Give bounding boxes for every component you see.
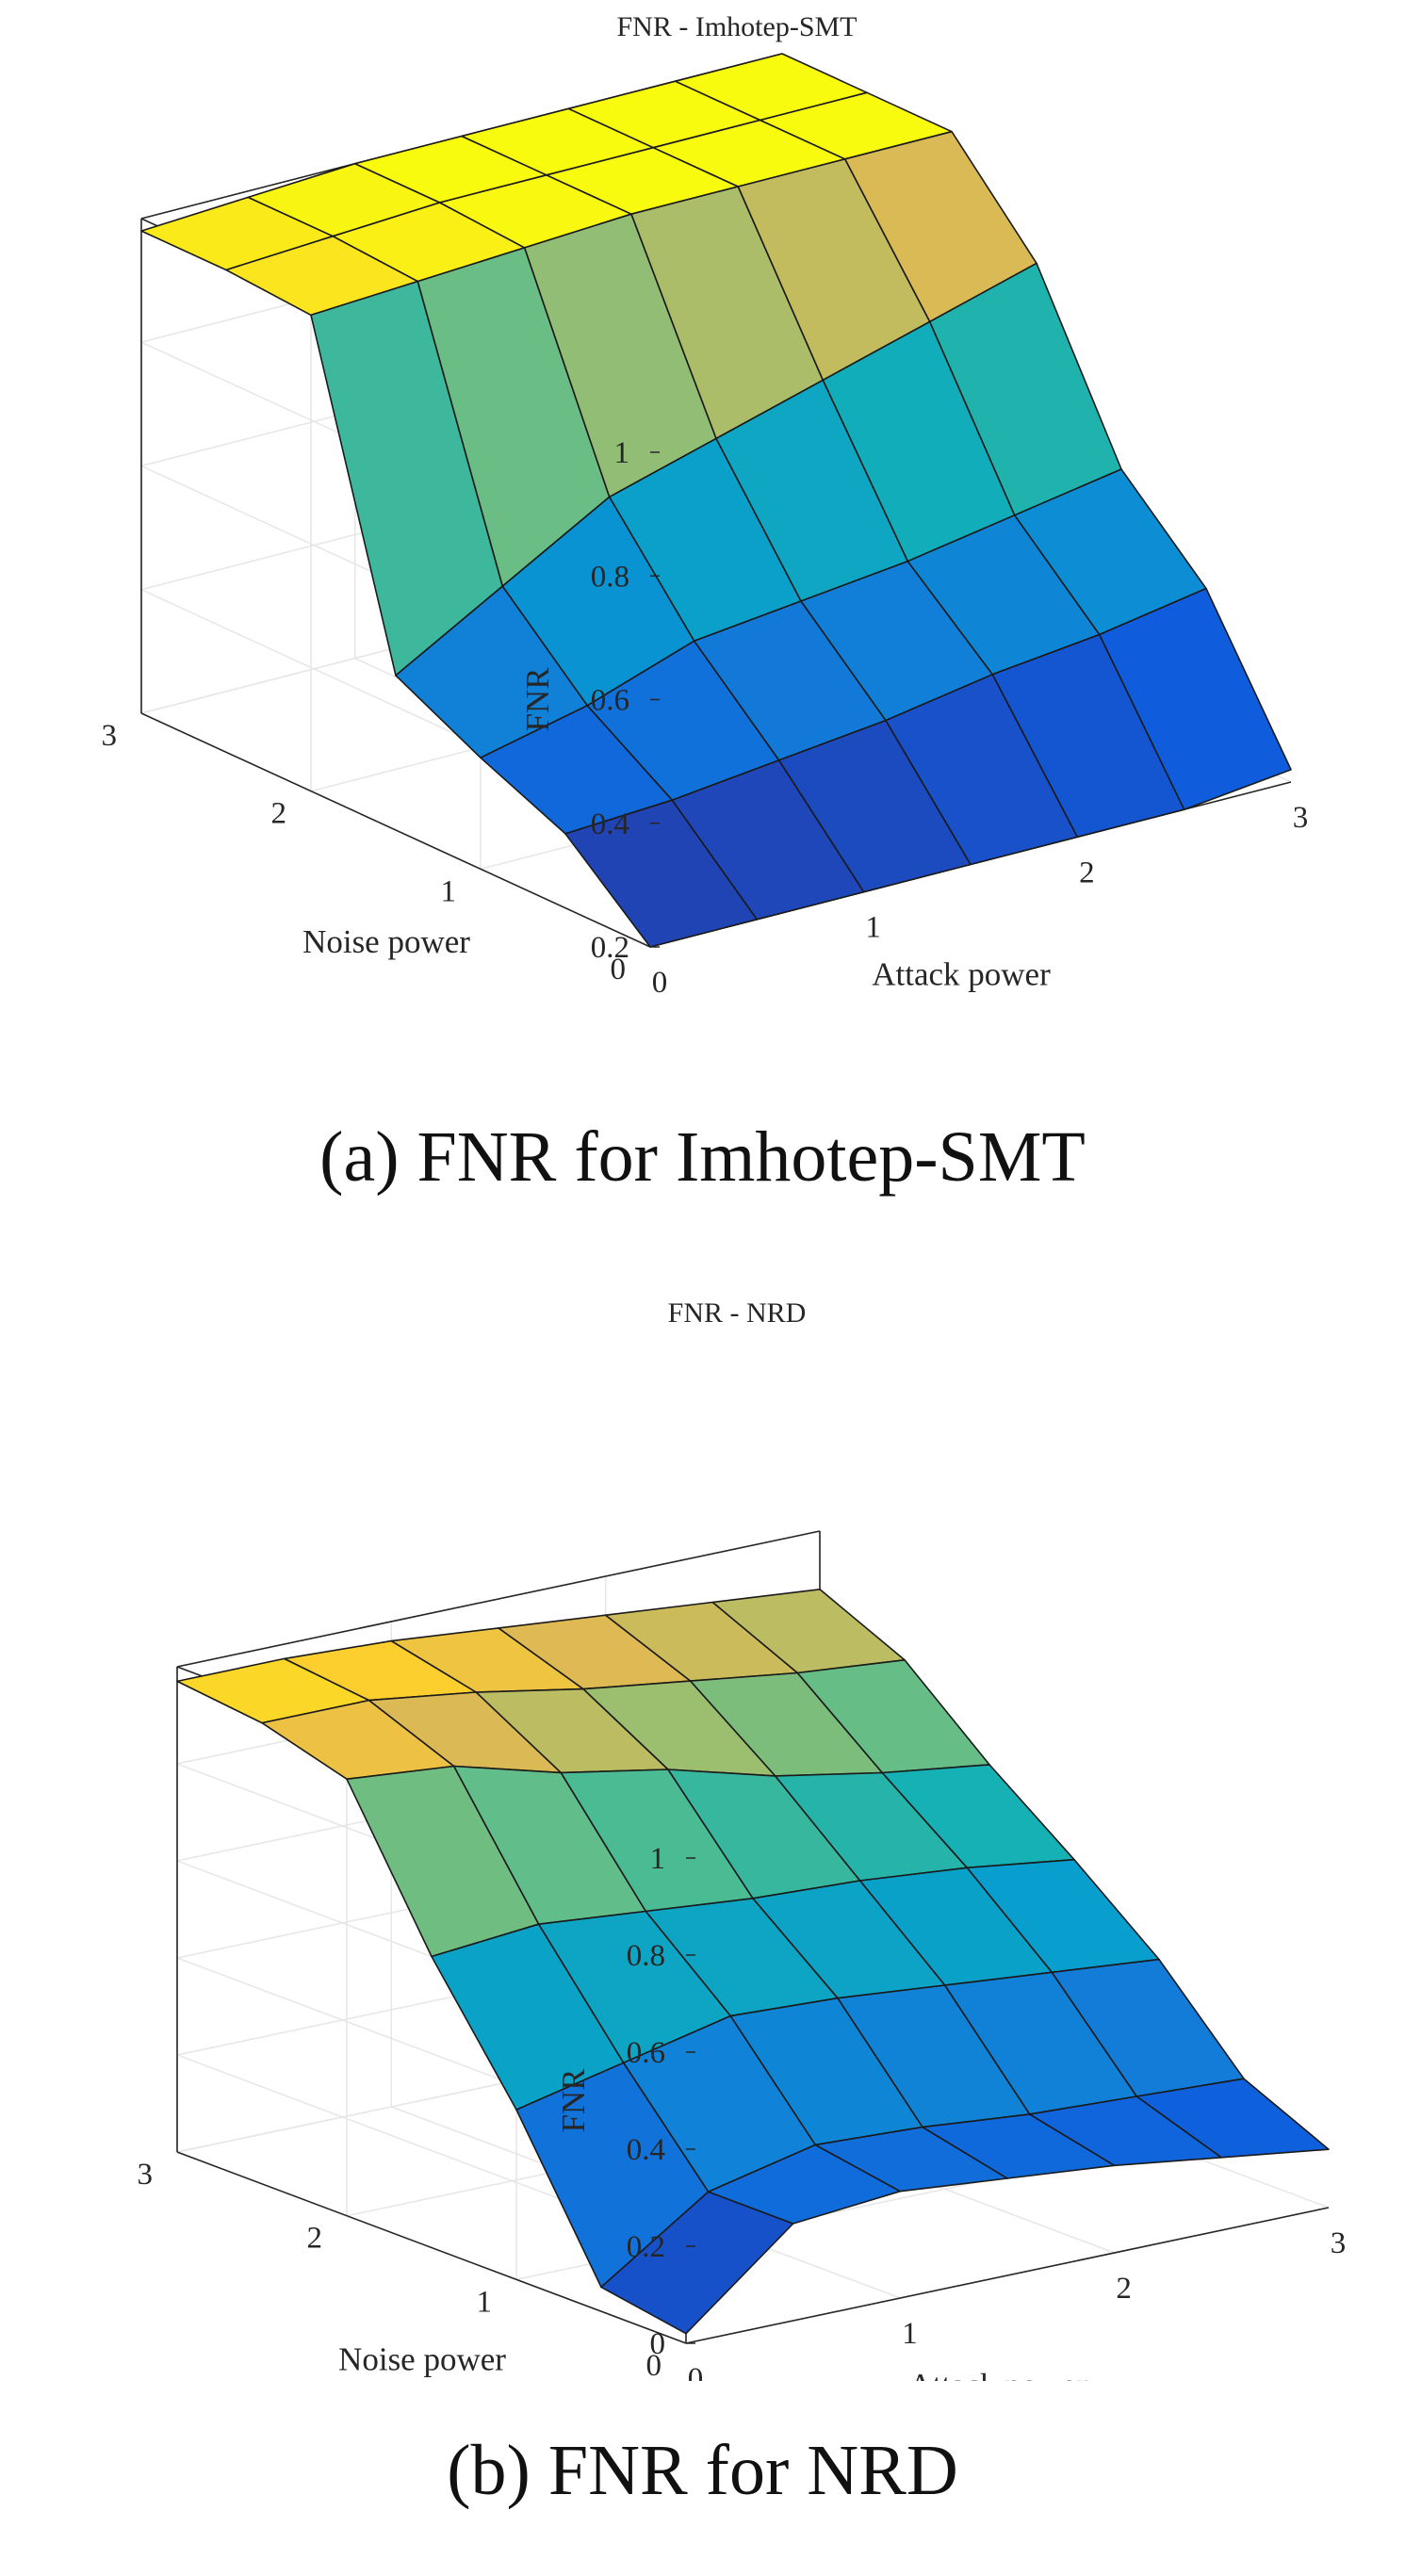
z-tick-label: 0 bbox=[650, 2327, 666, 2361]
surface-chart-a: FNR - Imhotep-SMT 0.2 0.4 0.6 0.8 1 0 1 2 3 0 1 2 3 FN… bbox=[102, 11, 1309, 1000]
z-axis-label: FNR bbox=[555, 2068, 592, 2133]
chart-title: FNR - NRD bbox=[668, 1297, 807, 1329]
caption-a: (a) FNR for Imhotep-SMT bbox=[319, 1117, 1086, 1197]
surface bbox=[140, 53, 1292, 948]
y-axis-label: Noise power bbox=[338, 2341, 506, 2378]
x-tick-label: 2 bbox=[1116, 2272, 1132, 2306]
x-axis-label: Attack power bbox=[908, 2367, 1087, 2381]
x-tick-label: 2 bbox=[1079, 856, 1095, 889]
figure-panel-a: FNR - Imhotep-SMT 0.2 0.4 0.6 0.8 1 0 1 2 3 0 1 2 3 FN… bbox=[102, 11, 1309, 1197]
y-tick-label: 3 bbox=[102, 719, 118, 753]
caption-b: (b) FNR for NRD bbox=[447, 2431, 958, 2510]
z-tick-label: 1 bbox=[650, 1842, 666, 1876]
figure-panel-b: FNR - NRD 0 0.2 0.4 0.6 0.8 1 0 1 2 3 0 1 2 3 FNR Attack… bbox=[0, 1288, 1405, 2576]
z-tick-label: 0.2 bbox=[591, 931, 629, 965]
z-tick-label: 0.4 bbox=[627, 2133, 665, 2167]
axis-edge bbox=[176, 1530, 821, 1668]
z-tick-label: 0.2 bbox=[627, 2230, 665, 2264]
z-tick-label: 0.8 bbox=[591, 560, 629, 594]
y-tick-label: 3 bbox=[138, 2158, 154, 2192]
y-tick-label: 0 bbox=[646, 2349, 662, 2381]
x-axis-label: Attack power bbox=[872, 956, 1051, 993]
axis-edge bbox=[685, 2207, 1330, 2344]
z-tick-label: 0.8 bbox=[627, 1939, 665, 1973]
z-tick-label: 0.4 bbox=[591, 807, 629, 841]
surface-chart-b: FNR - NRD 0 0.2 0.4 0.6 0.8 1 0 1 2 3 0 1 2 3 FNR Attack… bbox=[138, 1297, 1347, 2381]
z-tick-label: 0.6 bbox=[591, 684, 629, 718]
z-axis-label: FNR bbox=[519, 667, 556, 732]
x-tick-label: 1 bbox=[865, 911, 881, 945]
y-tick-label: 1 bbox=[477, 2285, 493, 2319]
y-tick-label: 0 bbox=[611, 953, 627, 986]
z-tick-label: 0.6 bbox=[627, 2036, 665, 2070]
y-axis-label: Noise power bbox=[302, 923, 470, 960]
x-tick-label: 3 bbox=[1293, 801, 1309, 835]
y-tick-label: 1 bbox=[441, 874, 457, 908]
surface bbox=[176, 1588, 1330, 2335]
axis-edge bbox=[140, 712, 651, 948]
x-tick-label: 3 bbox=[1331, 2226, 1347, 2260]
x-tick-label: 1 bbox=[902, 2317, 918, 2351]
z-tick-label: 1 bbox=[614, 436, 630, 470]
y-tick-label: 2 bbox=[271, 797, 287, 831]
surface-patch bbox=[1135, 2078, 1330, 2159]
axis-edge bbox=[176, 2151, 687, 2344]
chart-title: FNR - Imhotep-SMT bbox=[617, 11, 858, 42]
y-tick-label: 2 bbox=[307, 2222, 323, 2256]
x-tick-label: 0 bbox=[652, 966, 668, 1000]
surface-patch bbox=[1098, 587, 1292, 811]
x-tick-label: 0 bbox=[688, 2362, 704, 2381]
